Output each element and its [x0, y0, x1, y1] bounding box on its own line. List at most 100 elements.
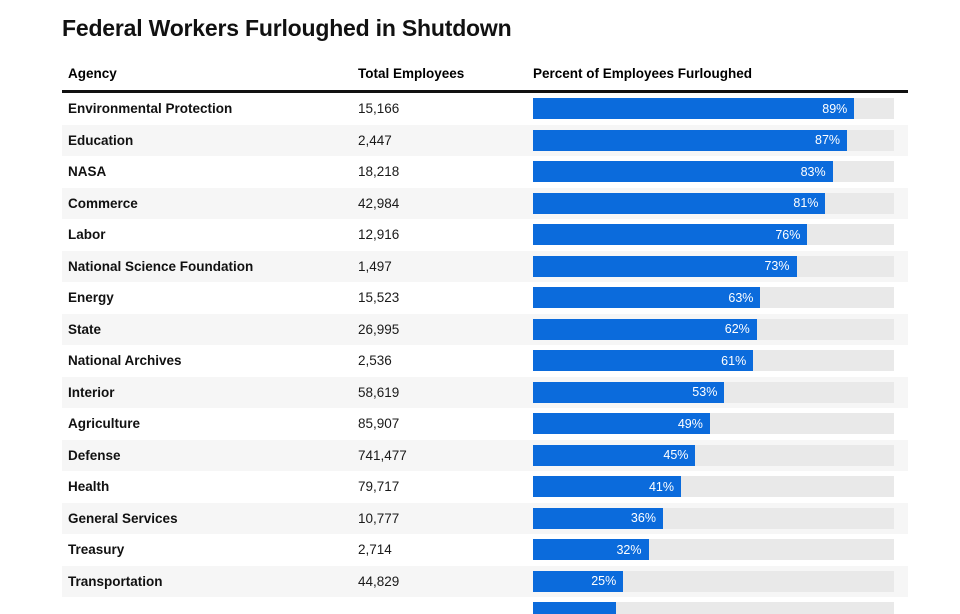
- page-title: Federal Workers Furloughed in Shutdown: [62, 15, 512, 41]
- table-row: Agriculture 85,907 49%: [62, 408, 908, 440]
- column-header-agency: Agency: [68, 66, 117, 81]
- agency-cell: Education: [68, 132, 134, 148]
- bar-percent-label: 83%: [800, 164, 826, 179]
- bar-percent-label: 25%: [591, 574, 617, 589]
- table-row: Environmental Protection 15,166 89%: [62, 93, 908, 125]
- bar-track: 87%: [533, 129, 894, 151]
- bar-percent-label: 63%: [728, 290, 754, 305]
- agency-cell: Commerce: [68, 195, 138, 211]
- table-row: Interior 58,619 53%: [62, 376, 908, 408]
- column-header-total-employees: Total Employees: [358, 66, 465, 81]
- bar-track: 49%: [533, 413, 894, 435]
- percent-bar-cell: 87%: [530, 129, 908, 151]
- table-row: Energy 15,523 63%: [62, 282, 908, 314]
- total-employees-cell: 12,916: [358, 227, 400, 243]
- bar-percent-label: 62%: [724, 322, 750, 337]
- percent-bar-cell: 61%: [530, 350, 908, 372]
- bar-track: 32%: [533, 539, 894, 561]
- agency-cell: NASA: [68, 164, 107, 180]
- percent-bar-cell: 25%: [530, 570, 908, 592]
- total-employees-cell: 2,447: [358, 132, 392, 148]
- agency-cell: Transportation: [68, 573, 163, 589]
- total-employees-cell: 2,536: [358, 353, 392, 369]
- agency-cell: State: [68, 321, 102, 337]
- total-employees-cell: 44,829: [358, 573, 400, 589]
- percent-bar-cell: 89%: [530, 98, 908, 120]
- percent-bar-cell: 73%: [530, 255, 908, 277]
- bar-track: 62%: [533, 318, 894, 340]
- agency-cell: Defense: [68, 447, 121, 463]
- bar-percent-label: 36%: [630, 511, 656, 526]
- total-employees-cell: 2,714: [358, 542, 392, 558]
- bar-track: 61%: [533, 350, 894, 372]
- bar-track: 45%: [533, 444, 894, 466]
- total-employees-cell: 58,619: [358, 384, 400, 400]
- total-employees-cell: 85,907: [358, 416, 400, 432]
- bar-percent-label: 76%: [775, 227, 801, 242]
- total-employees-cell: 42,984: [358, 195, 400, 211]
- bar-percent-label: 73%: [764, 259, 790, 274]
- table-header: Agency Total Employees Percent of Employ…: [62, 43, 908, 93]
- bar-fill: 76%: [533, 224, 808, 246]
- bar-fill: 87%: [533, 129, 848, 151]
- table-row: Labor 12,916 76%: [62, 219, 908, 251]
- agency-cell: Agriculture: [68, 416, 141, 432]
- bar-fill: 62%: [533, 318, 757, 340]
- percent-bar-cell: [530, 602, 908, 614]
- percent-bar-cell: 63%: [530, 287, 908, 309]
- bar-percent-label: 87%: [815, 133, 841, 148]
- bar-percent-label: 89%: [822, 101, 848, 116]
- bar-fill: 63%: [533, 287, 761, 309]
- bar-percent-label: 32%: [616, 542, 642, 557]
- bar-track: 83%: [533, 161, 894, 183]
- total-employees-cell: 18,218: [358, 164, 400, 180]
- bar-fill: 61%: [533, 350, 754, 372]
- bar-fill: 45%: [533, 444, 696, 466]
- agency-cell: Energy: [68, 290, 114, 306]
- agency-cell: Treasury: [68, 542, 125, 558]
- percent-bar-cell: 83%: [530, 161, 908, 183]
- total-employees-cell: 15,166: [358, 101, 400, 117]
- bar-fill: 53%: [533, 381, 725, 403]
- total-employees-cell: 741,477: [358, 447, 407, 463]
- percent-bar-cell: 76%: [530, 224, 908, 246]
- total-employees-cell: 15,523: [358, 290, 400, 306]
- table-row: Education 2,447 87%: [62, 124, 908, 156]
- furlough-table: Federal Workers Furloughed in Shutdown A…: [62, 0, 908, 614]
- bar-track: 81%: [533, 192, 894, 214]
- bar-percent-label: 41%: [648, 479, 674, 494]
- table-row: Health 79,717 41%: [62, 471, 908, 503]
- percent-bar-cell: 45%: [530, 444, 908, 466]
- table-row: Commerce 42,984 81%: [62, 187, 908, 219]
- bar-track: 89%: [533, 98, 894, 120]
- percent-bar-cell: 36%: [530, 507, 908, 529]
- bar-fill: 81%: [533, 192, 826, 214]
- column-header-percent-furloughed: Percent of Employees Furloughed: [533, 66, 753, 81]
- table-row: National Science Foundation 1,497 73%: [62, 250, 908, 282]
- bar-fill: 73%: [533, 255, 797, 277]
- table-row: National Archives 2,536 61%: [62, 345, 908, 377]
- agency-cell: National Archives: [68, 353, 182, 369]
- bar-fill: 32%: [533, 539, 649, 561]
- percent-bar-cell: 53%: [530, 381, 908, 403]
- bar-track: 25%: [533, 570, 894, 592]
- bar-track: 53%: [533, 381, 894, 403]
- bar-track: 36%: [533, 507, 894, 529]
- agency-cell: National Science Foundation: [68, 258, 254, 274]
- bar-track: 76%: [533, 224, 894, 246]
- table-row: Transportation 44,829 25%: [62, 565, 908, 597]
- table-row: Treasury 2,714 32%: [62, 534, 908, 566]
- total-employees-cell: 26,995: [358, 321, 400, 337]
- bar-fill: 36%: [533, 507, 663, 529]
- bar-track: 73%: [533, 255, 894, 277]
- bar-fill: [533, 602, 617, 614]
- bar-track: 41%: [533, 476, 894, 498]
- agency-cell: Health: [68, 479, 110, 495]
- percent-bar-cell: 32%: [530, 539, 908, 561]
- table-row-partial: [62, 597, 908, 614]
- percent-bar-cell: 62%: [530, 318, 908, 340]
- bar-track: 63%: [533, 287, 894, 309]
- bar-fill: 83%: [533, 161, 833, 183]
- table-row: State 26,995 62%: [62, 313, 908, 345]
- bar-track: [533, 602, 894, 614]
